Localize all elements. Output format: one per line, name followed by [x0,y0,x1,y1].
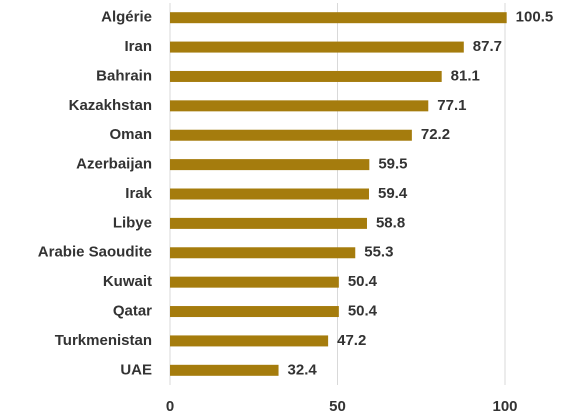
value-label: 59.4 [378,185,408,202]
bar [170,217,367,229]
value-label: 59.5 [378,156,407,173]
bar [170,276,339,288]
value-label: 50.4 [348,303,378,320]
value-label: 100.5 [516,9,554,26]
value-label: 72.2 [421,126,450,143]
bar [170,188,369,200]
x-tick-label: 0 [166,398,174,415]
bar [170,129,412,141]
value-label: 87.7 [473,38,502,55]
bar [170,247,356,259]
y-tick-label: Azerbaijan [76,156,152,173]
y-tick-label: Kazakhstan [69,97,152,114]
y-tick-label: Iran [124,38,152,55]
value-label: 58.8 [376,214,405,231]
bar [170,159,370,171]
value-label: 50.4 [348,273,378,290]
bar [170,306,339,318]
y-tick-label: Libye [113,214,152,231]
bar [170,364,279,376]
bar [170,100,429,112]
y-tick-label: Irak [125,185,152,202]
y-tick-label: Algérie [101,9,152,26]
value-label: 77.1 [437,97,466,114]
bar [170,12,507,24]
y-tick-label: Kuwait [103,273,152,290]
value-label: 32.4 [288,361,318,378]
x-tick-label: 100 [492,398,517,415]
y-tick-label: Oman [109,126,152,143]
y-tick-label: Arabie Saoudite [38,244,152,261]
x-tick-label: 50 [329,398,346,415]
value-label: 55.3 [364,244,393,261]
y-tick-label: Turkmenistan [55,332,152,349]
bar [170,335,329,347]
y-tick-label: Qatar [113,303,152,320]
value-label: 47.2 [337,332,366,349]
bar [170,70,442,82]
y-tick-label: UAE [120,361,152,378]
bar [170,41,464,53]
value-label: 81.1 [451,67,480,84]
y-tick-label: Bahrain [96,67,152,84]
